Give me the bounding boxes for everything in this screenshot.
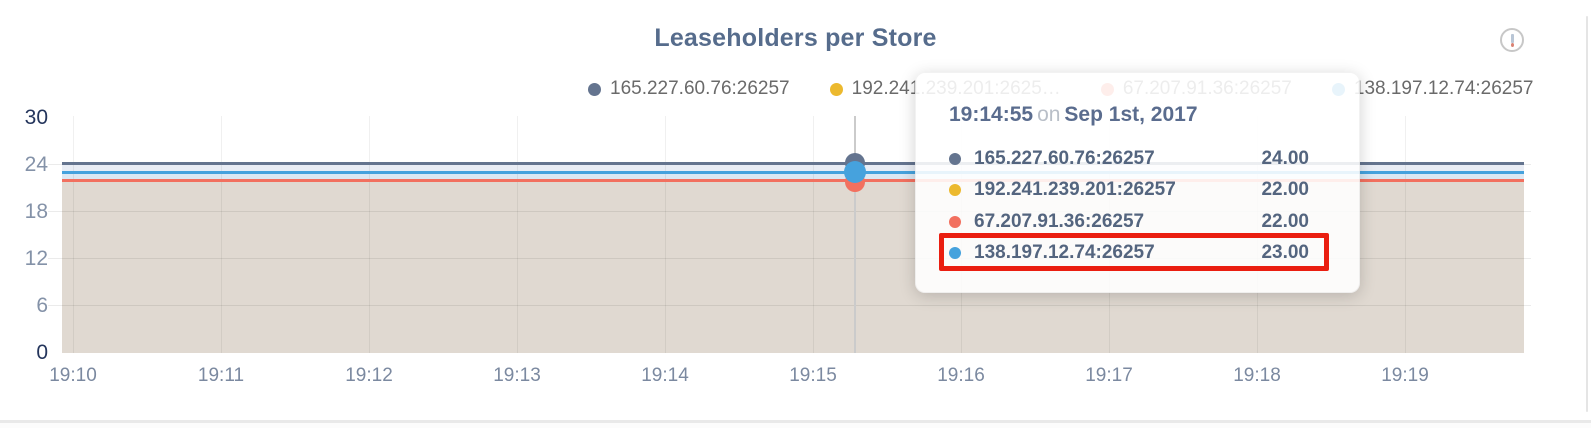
gridline-vertical: [665, 116, 666, 353]
legend-dot-icon: [588, 82, 601, 96]
gridline-vertical: [221, 116, 222, 353]
legend-label: 138.197.12.74:26257: [1353, 78, 1534, 99]
area-fill-band-24-23: [62, 164, 1524, 173]
x-axis-tick: 19:10: [49, 365, 97, 386]
y-axis-tick: 30: [24, 106, 48, 129]
x-axis-tick: 19:14: [641, 365, 689, 386]
exclamation-stem: [1511, 34, 1514, 43]
series-line-165-227-60-76: [62, 162, 1524, 165]
tooltip-series-label: 67.207.91.36:26257: [974, 210, 1145, 232]
annotation-highlight-box: [939, 233, 1329, 271]
x-axis-tick: 19:13: [493, 365, 541, 386]
hover-tooltip: 19:14:55 on Sep 1st, 2017 165.227.60.76:26…: [915, 72, 1360, 293]
gridline-vertical: [369, 116, 370, 353]
chart-title: Leaseholders per Store: [654, 24, 937, 52]
tooltip-conjunction: on: [1037, 103, 1061, 126]
series-dot-icon: [949, 152, 961, 165]
series-line-67-207-91-36: [62, 179, 1524, 182]
gridline-vertical: [73, 116, 74, 353]
legend-item[interactable]: 138.197.12.74:26257: [1331, 78, 1534, 100]
tooltip-row: 165.227.60.76:26257 24.00: [949, 143, 1309, 175]
gridline-vertical: [813, 116, 814, 353]
tooltip-row-highlighted: 138.197.12.74:26257 23.00: [949, 238, 1309, 270]
x-axis-tick: 19:11: [197, 365, 245, 386]
tooltip-series-value: 22.00: [1261, 210, 1309, 232]
x-axis-tick: 19:19: [1381, 365, 1429, 386]
gridline-vertical: [1405, 116, 1406, 353]
gridline-vertical: [517, 116, 518, 353]
x-axis-tick: 19:16: [937, 365, 985, 386]
legend-item[interactable]: 165.227.60.76:26257: [588, 78, 790, 100]
area-fill-band-23-22: [62, 173, 1524, 182]
tooltip-series-value: 23.00: [1261, 242, 1309, 264]
series-dot-icon: [949, 247, 961, 260]
y-axis-tick: 18: [24, 200, 48, 223]
series-line-138-197-12-74: [62, 171, 1524, 174]
x-axis-tick: 19:12: [345, 365, 393, 386]
tooltip-timestamp: 19:14:55 on Sep 1st, 2017: [949, 103, 1309, 131]
hover-guideline: [854, 116, 856, 353]
y-axis-tick: 12: [24, 247, 48, 270]
legend-dot-icon: [829, 82, 843, 96]
tooltip-series-value: 22.00: [1261, 179, 1309, 201]
tooltip-series-label: 138.197.12.74:26257: [974, 242, 1155, 264]
card-right-border: [1586, 16, 1588, 412]
y-axis-tick: 0: [36, 341, 48, 364]
tooltip-series-label: 165.227.60.76:26257: [974, 147, 1155, 169]
bottom-divider: [0, 420, 1591, 423]
gridline-horizontal: [48, 258, 1531, 259]
x-axis-tick: 19:18: [1233, 365, 1281, 386]
tooltip-date: Sep 1st, 2017: [1064, 103, 1198, 126]
page-background-strip: [0, 423, 1591, 428]
tooltip-series-value: 24.00: [1261, 147, 1309, 169]
series-dot-icon: [949, 184, 961, 197]
tooltip-series-label: 192.241.239.201:26257: [974, 179, 1176, 201]
exclamation-dot: [1511, 43, 1514, 47]
hover-point-dot-blue: [844, 161, 866, 183]
x-axis-tick: 19:17: [1085, 365, 1133, 386]
gridline-horizontal: [48, 305, 1531, 306]
x-axis-tick: 19:15: [789, 365, 837, 386]
tooltip-row: 67.207.91.36:26257 22.00: [949, 206, 1309, 238]
y-axis-tick: 6: [36, 294, 48, 317]
series-dot-icon: [949, 215, 961, 228]
y-axis-tick: 24: [24, 153, 48, 176]
tooltip-row: 192.241.239.201:26257 22.00: [949, 175, 1309, 207]
tooltip-time: 19:14:55: [949, 103, 1034, 126]
info-icon[interactable]: [1500, 28, 1524, 52]
legend-label: 165.227.60.76:26257: [610, 78, 790, 99]
gridline-horizontal: [48, 211, 1531, 212]
